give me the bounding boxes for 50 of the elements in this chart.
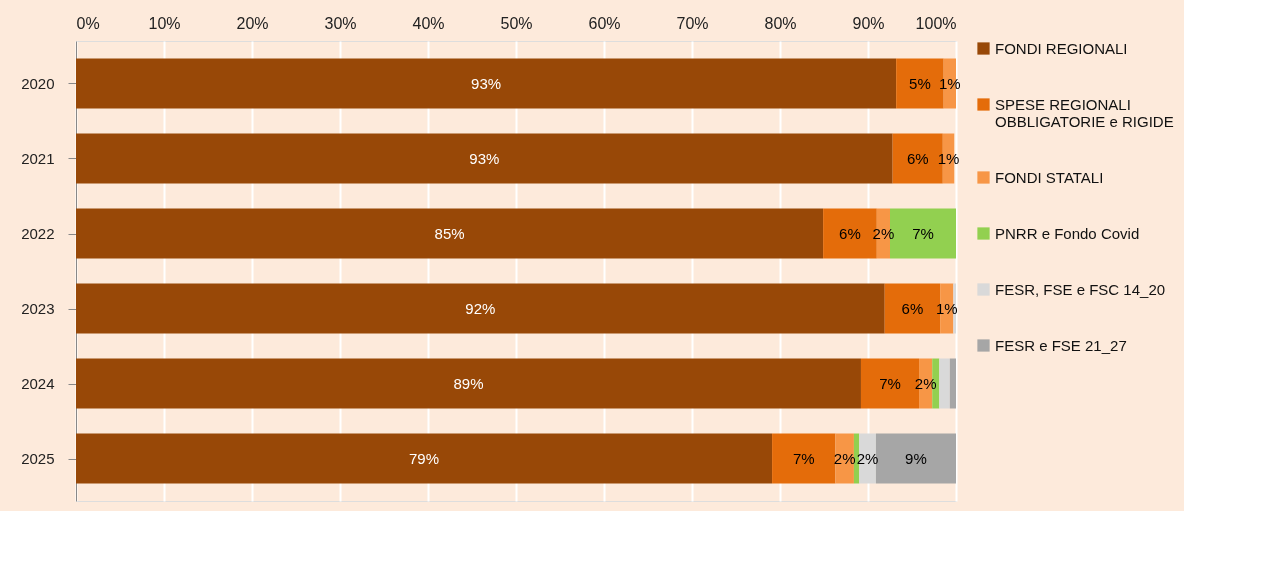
bar xyxy=(76,208,824,259)
legend-label: FESR e FSE 21_27 xyxy=(995,336,1127,354)
bar xyxy=(76,433,773,484)
x-tick-label: 30% xyxy=(324,14,357,32)
data-label: 5% xyxy=(909,74,931,92)
x-tick-label: 40% xyxy=(412,14,445,32)
data-label: 79% xyxy=(409,449,440,467)
data-label: 6% xyxy=(901,299,924,317)
x-tick-label: 20% xyxy=(236,14,269,32)
y-tick-label: 2023 xyxy=(21,300,55,317)
y-tick-label: 2024 xyxy=(21,375,55,392)
bar xyxy=(76,358,861,409)
data-label: 7% xyxy=(879,374,901,392)
x-tick-label: 10% xyxy=(148,14,181,32)
x-tick-label: 50% xyxy=(500,14,533,32)
bar xyxy=(939,358,950,409)
x-tick-label: 70% xyxy=(676,14,709,32)
x-tick-label: 0% xyxy=(76,14,100,32)
y-tick-label: 2025 xyxy=(21,450,55,467)
legend-label: FONDI REGIONALI xyxy=(995,39,1128,57)
bar xyxy=(76,283,885,334)
data-label: 9% xyxy=(905,449,927,467)
data-label: 2% xyxy=(833,449,856,467)
x-tick-label: 80% xyxy=(764,14,797,32)
bar xyxy=(772,433,836,484)
data-label: 2% xyxy=(914,374,937,392)
data-label: 7% xyxy=(912,224,934,242)
data-label: 85% xyxy=(434,224,465,242)
data-label: 89% xyxy=(453,374,484,392)
y-tick-label: 2020 xyxy=(21,75,55,92)
legend-label: SPESE REGIONALI OBBLIGATORIE e RIGIDE xyxy=(995,95,1174,130)
legend-label: FONDI STATALI xyxy=(995,168,1104,186)
data-label: 2% xyxy=(872,224,895,242)
bar xyxy=(835,433,854,484)
data-label: 7% xyxy=(792,449,815,467)
y-tick-label: 2021 xyxy=(21,150,55,167)
data-label: 93% xyxy=(471,74,502,92)
legend-label: FESR, FSE e FSC 14_20 xyxy=(995,280,1166,298)
data-label: 6% xyxy=(839,224,861,242)
bar xyxy=(76,133,893,184)
data-label: 6% xyxy=(906,149,929,167)
x-tick-label: 90% xyxy=(852,14,885,32)
x-tick-label: 60% xyxy=(588,14,621,32)
data-label: 93% xyxy=(469,149,500,167)
bar xyxy=(76,58,897,109)
x-tick-label: 100% xyxy=(915,14,957,32)
y-tick-label: 2022 xyxy=(21,225,55,242)
bar xyxy=(949,358,956,409)
data-label: 92% xyxy=(465,299,496,317)
legend-label: PNRR e Fondo Covid xyxy=(995,224,1140,242)
